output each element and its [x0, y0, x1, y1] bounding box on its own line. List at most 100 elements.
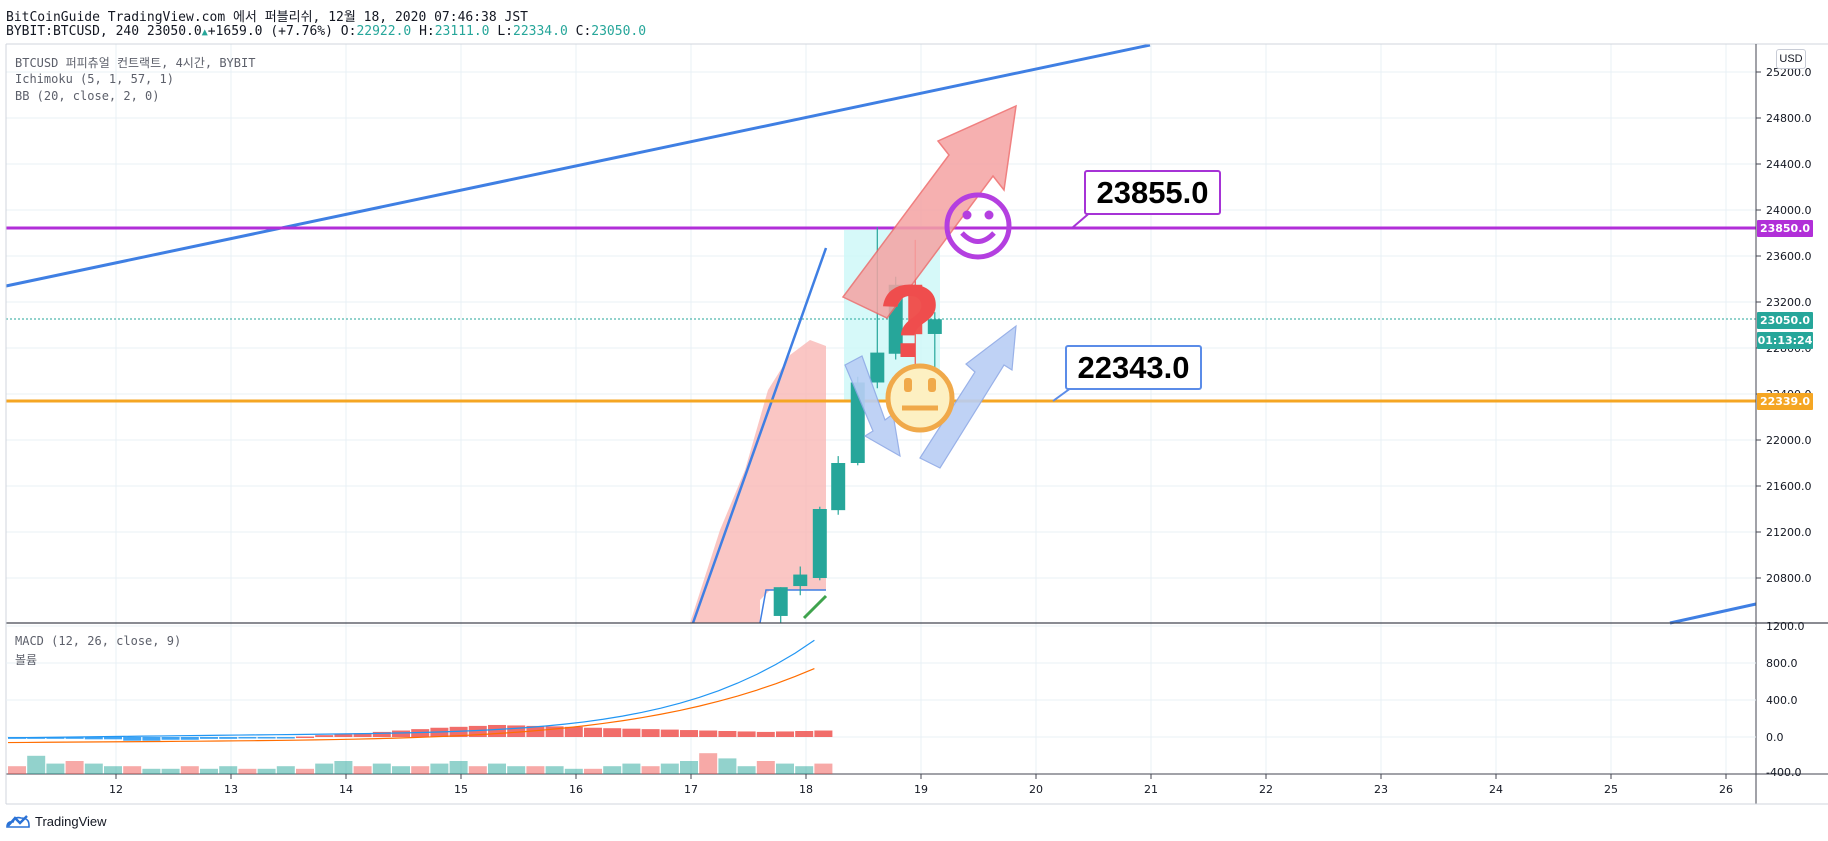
- volume-bar: [315, 763, 334, 774]
- macd-histogram-bar: [257, 737, 276, 739]
- macd-histogram-bar: [507, 725, 526, 737]
- macd-histogram-bar: [756, 731, 775, 737]
- price-axis: 25200.0 24800.0 24400.0 24000.0 23600.0 23200…: [1756, 66, 1812, 585]
- x-tick-label: 24: [1489, 783, 1503, 796]
- price-label: 01:13:24: [1757, 332, 1813, 349]
- candle-body: [908, 284, 923, 335]
- volume-bar: [219, 766, 238, 774]
- volume-bar: [27, 755, 46, 774]
- time-axis: 12 13 14 15 16 17 18 19 20 21 22 23 24 25 26: [109, 774, 1733, 796]
- price-label: 23850.0: [1757, 220, 1813, 237]
- macd-histogram-bar: [65, 737, 84, 739]
- support-callout: 22343.0: [1065, 345, 1202, 390]
- macd-histogram-bar: [84, 737, 103, 740]
- volume-bar: [334, 761, 353, 774]
- volume-bar: [718, 758, 737, 774]
- volume-bar: [161, 768, 180, 774]
- volume-bar: [756, 761, 775, 774]
- y-tick-label: 25200.0: [1766, 66, 1812, 79]
- neutral-face-icon: [885, 363, 955, 433]
- tradingview-logo[interactable]: TradingView: [5, 813, 107, 829]
- volume-bar: [46, 763, 65, 774]
- macd-histogram-bar: [622, 728, 641, 737]
- x-tick-label: 21: [1144, 783, 1158, 796]
- x-tick-label: 25: [1604, 783, 1618, 796]
- currency-badge[interactable]: USD: [1776, 49, 1806, 69]
- signal-line: [7, 667, 815, 744]
- x-tick-label: 17: [684, 783, 698, 796]
- x-tick-label: 22: [1259, 783, 1273, 796]
- macd-legend: MACD (12, 26, close, 9): [15, 634, 182, 648]
- macd-histogram-bar: [468, 725, 487, 737]
- macd-histogram-bar: [680, 730, 698, 737]
- x-tick-label: 26: [1719, 783, 1733, 796]
- volume-bar: [468, 766, 487, 774]
- low-label: L:: [497, 24, 513, 39]
- macd-histogram-bar: [123, 737, 142, 741]
- volume-bar: [276, 766, 295, 774]
- publish-info: BitCoinGuide TradingView.com 에서 퍼블리쉬, 12…: [6, 10, 529, 25]
- macd-tick-label: 400.0: [1766, 694, 1798, 707]
- volume-bar: [660, 763, 679, 774]
- bb-legend: BB (20, close, 2, 0): [15, 89, 160, 103]
- macd-histogram-bar: [276, 737, 295, 739]
- x-tick-label: 13: [224, 783, 238, 796]
- volume-bar: [584, 768, 602, 774]
- volume-bar: [257, 768, 276, 774]
- macd-histogram-bar: [718, 730, 737, 737]
- volume-bar: [430, 763, 449, 774]
- volume-bar: [795, 766, 814, 774]
- macd-histogram-bar: [46, 737, 65, 739]
- volume-bar: [564, 768, 583, 774]
- macd-histogram-bar: [161, 737, 180, 740]
- price-label-text: 01:13:24: [1758, 334, 1813, 347]
- candle-body: [870, 352, 885, 383]
- volume-bar: [104, 766, 122, 774]
- macd-histogram-bar: [315, 735, 334, 737]
- price-label: 22339.0: [1757, 393, 1813, 410]
- macd-histogram-bar: [200, 737, 218, 739]
- volume-bar: [8, 766, 26, 774]
- volume-bar: [123, 766, 142, 774]
- volume-bar: [545, 766, 564, 774]
- high-value: 23111.0: [434, 24, 490, 39]
- price-label-text: 23050.0: [1760, 314, 1810, 327]
- y-tick-label: 21600.0: [1766, 480, 1812, 493]
- volume-bar: [411, 766, 430, 774]
- macd-histogram-bar: [334, 734, 353, 737]
- x-tick-label: 19: [914, 783, 928, 796]
- blue-down-arrow: [844, 355, 901, 458]
- macd-histogram-bar: [603, 728, 622, 737]
- volume-bar: [142, 768, 161, 774]
- up-triangle-icon: ▲: [201, 27, 208, 38]
- macd-histogram-bar: [699, 730, 718, 737]
- ichimoku-legend: Ichimoku (5, 1, 57, 1): [15, 72, 174, 86]
- y-tick-label: 24000.0: [1766, 204, 1812, 217]
- macd-histogram-bar: [795, 730, 814, 737]
- upper-trendline: [5, 43, 1151, 288]
- candle-body: [927, 319, 942, 334]
- macd-histogram-bar: [660, 729, 679, 737]
- open-value: 22922.0: [356, 24, 412, 39]
- volume-bar: [372, 763, 391, 774]
- question-mark: ?: [878, 264, 942, 380]
- steep-trendline: [691, 247, 828, 624]
- close-label: C:: [575, 24, 592, 39]
- blue-up-arrow: [919, 324, 1017, 469]
- macd-histogram-bar: [526, 725, 545, 737]
- brand-name: TradingView: [35, 813, 107, 829]
- cloud-logo-icon: [6, 815, 30, 828]
- x-tick-label: 12: [109, 783, 123, 796]
- volume-bar: [680, 761, 698, 774]
- candle-body: [831, 463, 846, 511]
- symbol: BYBIT:BTCUSD, 240: [6, 24, 140, 39]
- macd-histogram-bar: [545, 726, 564, 737]
- macd-histogram-bar: [296, 736, 314, 739]
- red-up-arrow: [841, 104, 1017, 319]
- volume-bar: [65, 761, 84, 774]
- macd-tick-label: -400.0: [1766, 766, 1801, 779]
- macd-line: [7, 639, 815, 739]
- symbol-legend: BTCUSD 퍼피츄얼 컨트랙트, 4시간, BYBIT: [15, 56, 256, 70]
- y-tick-label: 20800.0: [1766, 572, 1812, 585]
